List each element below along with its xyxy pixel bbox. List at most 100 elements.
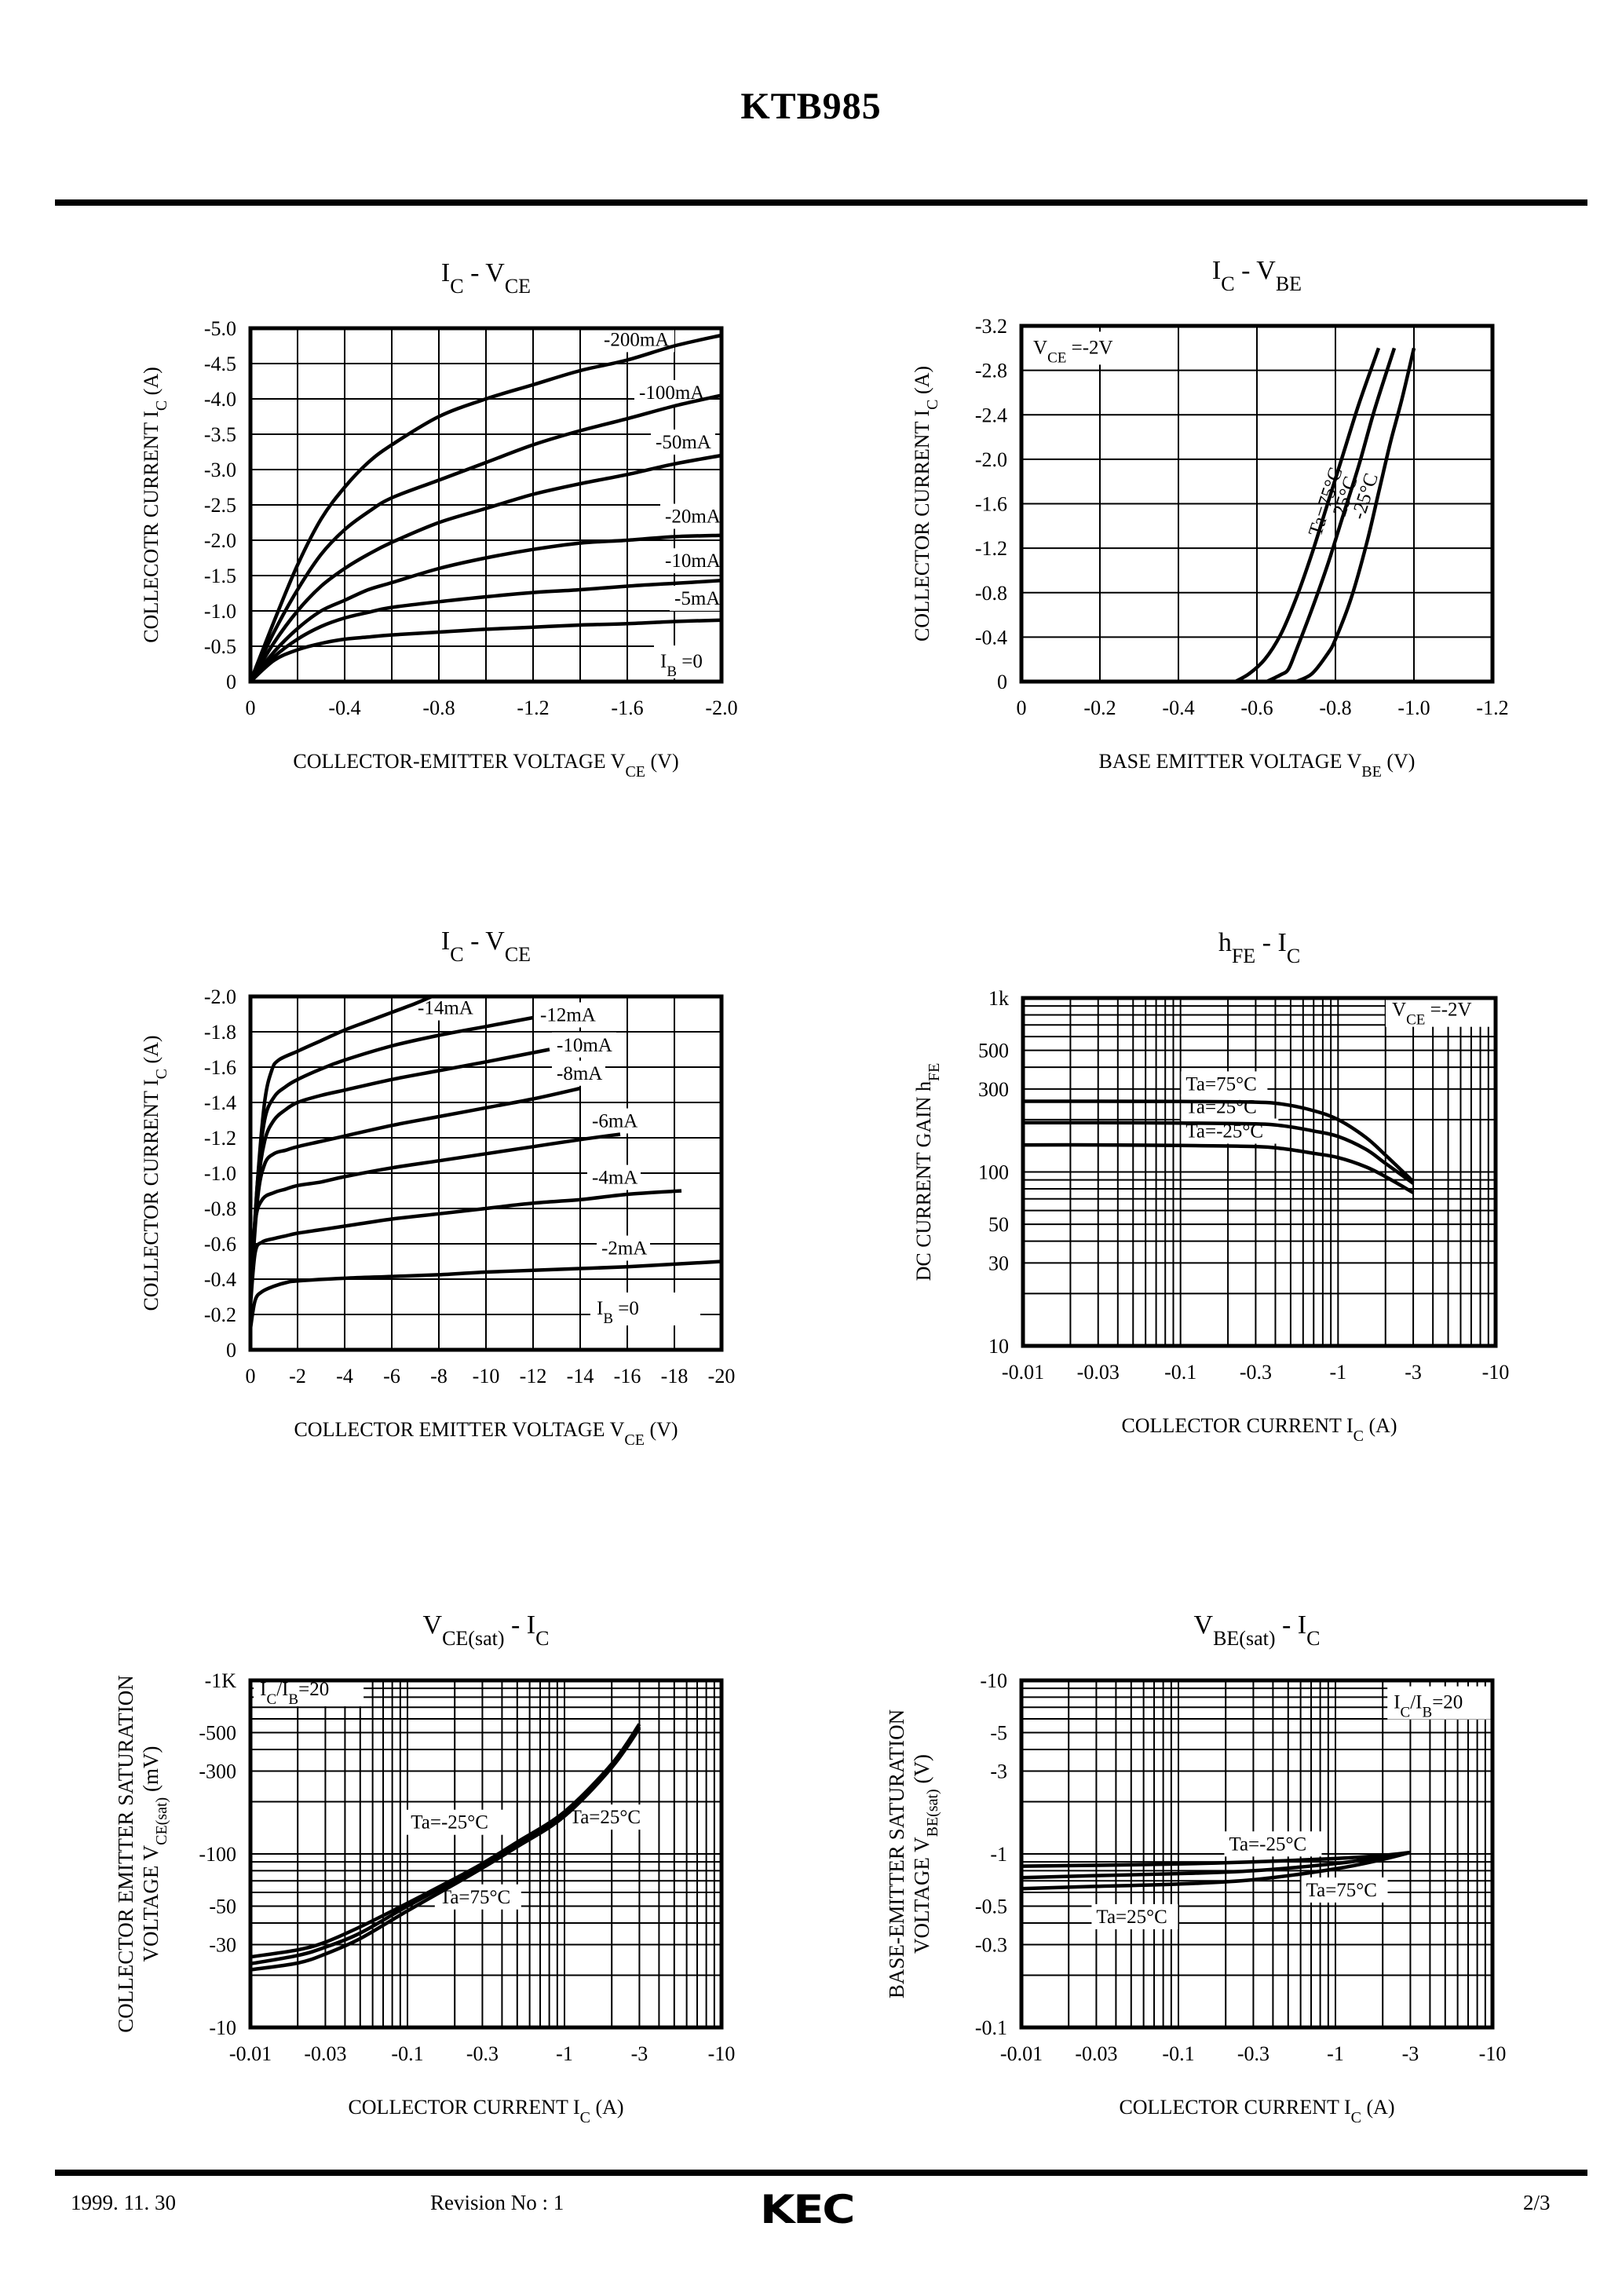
x-tick-label: -4	[336, 1365, 353, 1387]
series-line	[248, 393, 722, 682]
label-mask	[590, 1292, 700, 1325]
y-tick-label: -2.0	[204, 985, 236, 1008]
label-mask	[587, 1108, 641, 1134]
series-label: -6mA	[592, 1111, 637, 1132]
y-tick-label: 50	[988, 1213, 1009, 1236]
series-label: -2mA	[601, 1238, 647, 1260]
label-masks	[1181, 993, 1496, 1144]
x-tick-label: -10	[1482, 1361, 1510, 1384]
series-label: Ta=75°C	[1306, 1880, 1377, 1901]
label-masks	[1091, 1686, 1498, 1929]
y-tick-label: 500	[978, 1040, 1009, 1062]
y-axis-label: COLLECOTR CURRENT IC (A)	[140, 367, 170, 643]
chart-title: IC - VCE	[441, 927, 531, 966]
label-mask	[535, 1002, 600, 1028]
x-tick-label: -1.0	[1397, 696, 1430, 719]
chart-annotation: IB =0	[597, 1298, 639, 1327]
plot-frame	[248, 1678, 724, 2030]
x-axis-label: COLLECTOR CURRENT IC (A)	[1119, 2096, 1394, 2126]
series-label: -200mA	[604, 330, 669, 351]
y-tick-label: 0	[997, 671, 1007, 693]
x-tick-label: 0	[246, 696, 256, 719]
chart-annotation: VCE =-2V	[1392, 1000, 1472, 1029]
series-line	[1266, 347, 1397, 684]
x-tick-label: -1.2	[517, 696, 549, 719]
x-tick-label: -8	[430, 1365, 448, 1387]
chart-title: VCE(sat) - IC	[423, 1610, 550, 1650]
y-tick-label: -0.4	[204, 1268, 236, 1291]
y-tick-label: -2.4	[975, 404, 1007, 426]
y-tick-label: -3	[990, 1760, 1007, 1783]
label-mask	[1301, 1877, 1388, 1903]
y-tick-label: -0.8	[204, 1197, 236, 1220]
x-tick-label: 0	[1017, 696, 1027, 719]
chart-annotation: IC/IB=20	[260, 1679, 329, 1708]
label-masks	[413, 995, 700, 1325]
series-label: Ta=25°C	[1096, 1907, 1167, 1928]
x-tick-label: -3	[1405, 1361, 1422, 1384]
y-tick-label: 30	[988, 1252, 1009, 1274]
y-axis-label: COLLECTOR CURRENT IC (A)	[140, 1035, 170, 1311]
x-tick-label: -1	[556, 2042, 573, 2065]
y-tick-label: -1.2	[204, 1127, 236, 1150]
y-tick-label: -10	[980, 1669, 1007, 1692]
y-tick-label: -4.0	[204, 388, 236, 411]
y-tick-label: -0.1	[975, 2016, 1007, 2039]
plot-frame	[248, 994, 724, 1352]
series-label: -100mA	[639, 382, 704, 404]
series-label: -12mA	[540, 1005, 596, 1026]
y-tick-label: 0	[226, 1339, 236, 1362]
x-tick-label: -0.1	[1162, 2042, 1194, 2065]
series-label: -10mA	[665, 550, 721, 572]
series-line	[250, 1727, 641, 1972]
x-tick-label: -0.3	[1237, 2042, 1269, 2065]
series-line	[1234, 347, 1381, 683]
y-tick-label: -0.6	[204, 1233, 236, 1256]
header-rule	[55, 199, 1587, 206]
y-tick-label: -100	[199, 1843, 236, 1866]
y-tick-label: -1	[990, 1843, 1007, 1866]
series-line	[249, 579, 722, 683]
x-tick-label: -2.0	[705, 696, 737, 719]
x-tick-label: -0.1	[1164, 1361, 1196, 1384]
series-label: -10mA	[557, 1035, 612, 1056]
x-tick-label: -0.03	[1077, 1361, 1120, 1384]
label-mask	[1181, 1071, 1268, 1097]
x-tick-label: -10	[473, 1365, 500, 1387]
y-axis-label-line2: VOLTAGE VCE(sat) (mV)	[139, 1746, 170, 1962]
x-axis-label: BASE EMITTER VOLTAGE VBE (V)	[1099, 750, 1416, 781]
series-line	[248, 1260, 722, 1329]
x-tick-label: -1	[1329, 1361, 1346, 1384]
label-mask	[1091, 1903, 1178, 1929]
x-tick-label: -18	[661, 1365, 689, 1387]
y-tick-label: -1.5	[204, 565, 236, 587]
plot-frame	[248, 326, 724, 684]
label-mask	[1224, 1831, 1322, 1857]
y-tick-label: -0.5	[975, 1896, 1007, 1918]
x-tick-label: -14	[567, 1365, 594, 1387]
x-tick-label: -0.03	[304, 2042, 346, 2065]
y-tick-label: -0.3	[975, 1934, 1007, 1957]
y-tick-label: -3.2	[975, 315, 1007, 338]
series-label: Ta=-25°C	[1185, 1121, 1263, 1142]
series-line	[249, 618, 722, 683]
x-axis-label: COLLECTOR CURRENT IC (A)	[348, 2096, 623, 2126]
label-masks	[599, 327, 764, 678]
y-axis-label: COLLECTOR EMITTER SATURATION	[114, 1675, 137, 2033]
series-line	[249, 533, 722, 683]
y-tick-label: -2.0	[204, 529, 236, 552]
label-mask	[406, 1809, 504, 1835]
y-tick-label: -10	[209, 2016, 236, 2039]
label-mask	[660, 548, 725, 574]
x-tick-label: -0.4	[1162, 696, 1194, 719]
y-tick-label: -4.5	[204, 353, 236, 375]
series-line	[1023, 1121, 1415, 1185]
x-axis-label: COLLECTOR EMITTER VOLTAGE VCE (V)	[294, 1418, 678, 1449]
x-tick-label: -0.1	[391, 2042, 423, 2065]
series-label: Ta=75°C	[440, 1887, 510, 1908]
label-mask	[552, 1060, 605, 1086]
